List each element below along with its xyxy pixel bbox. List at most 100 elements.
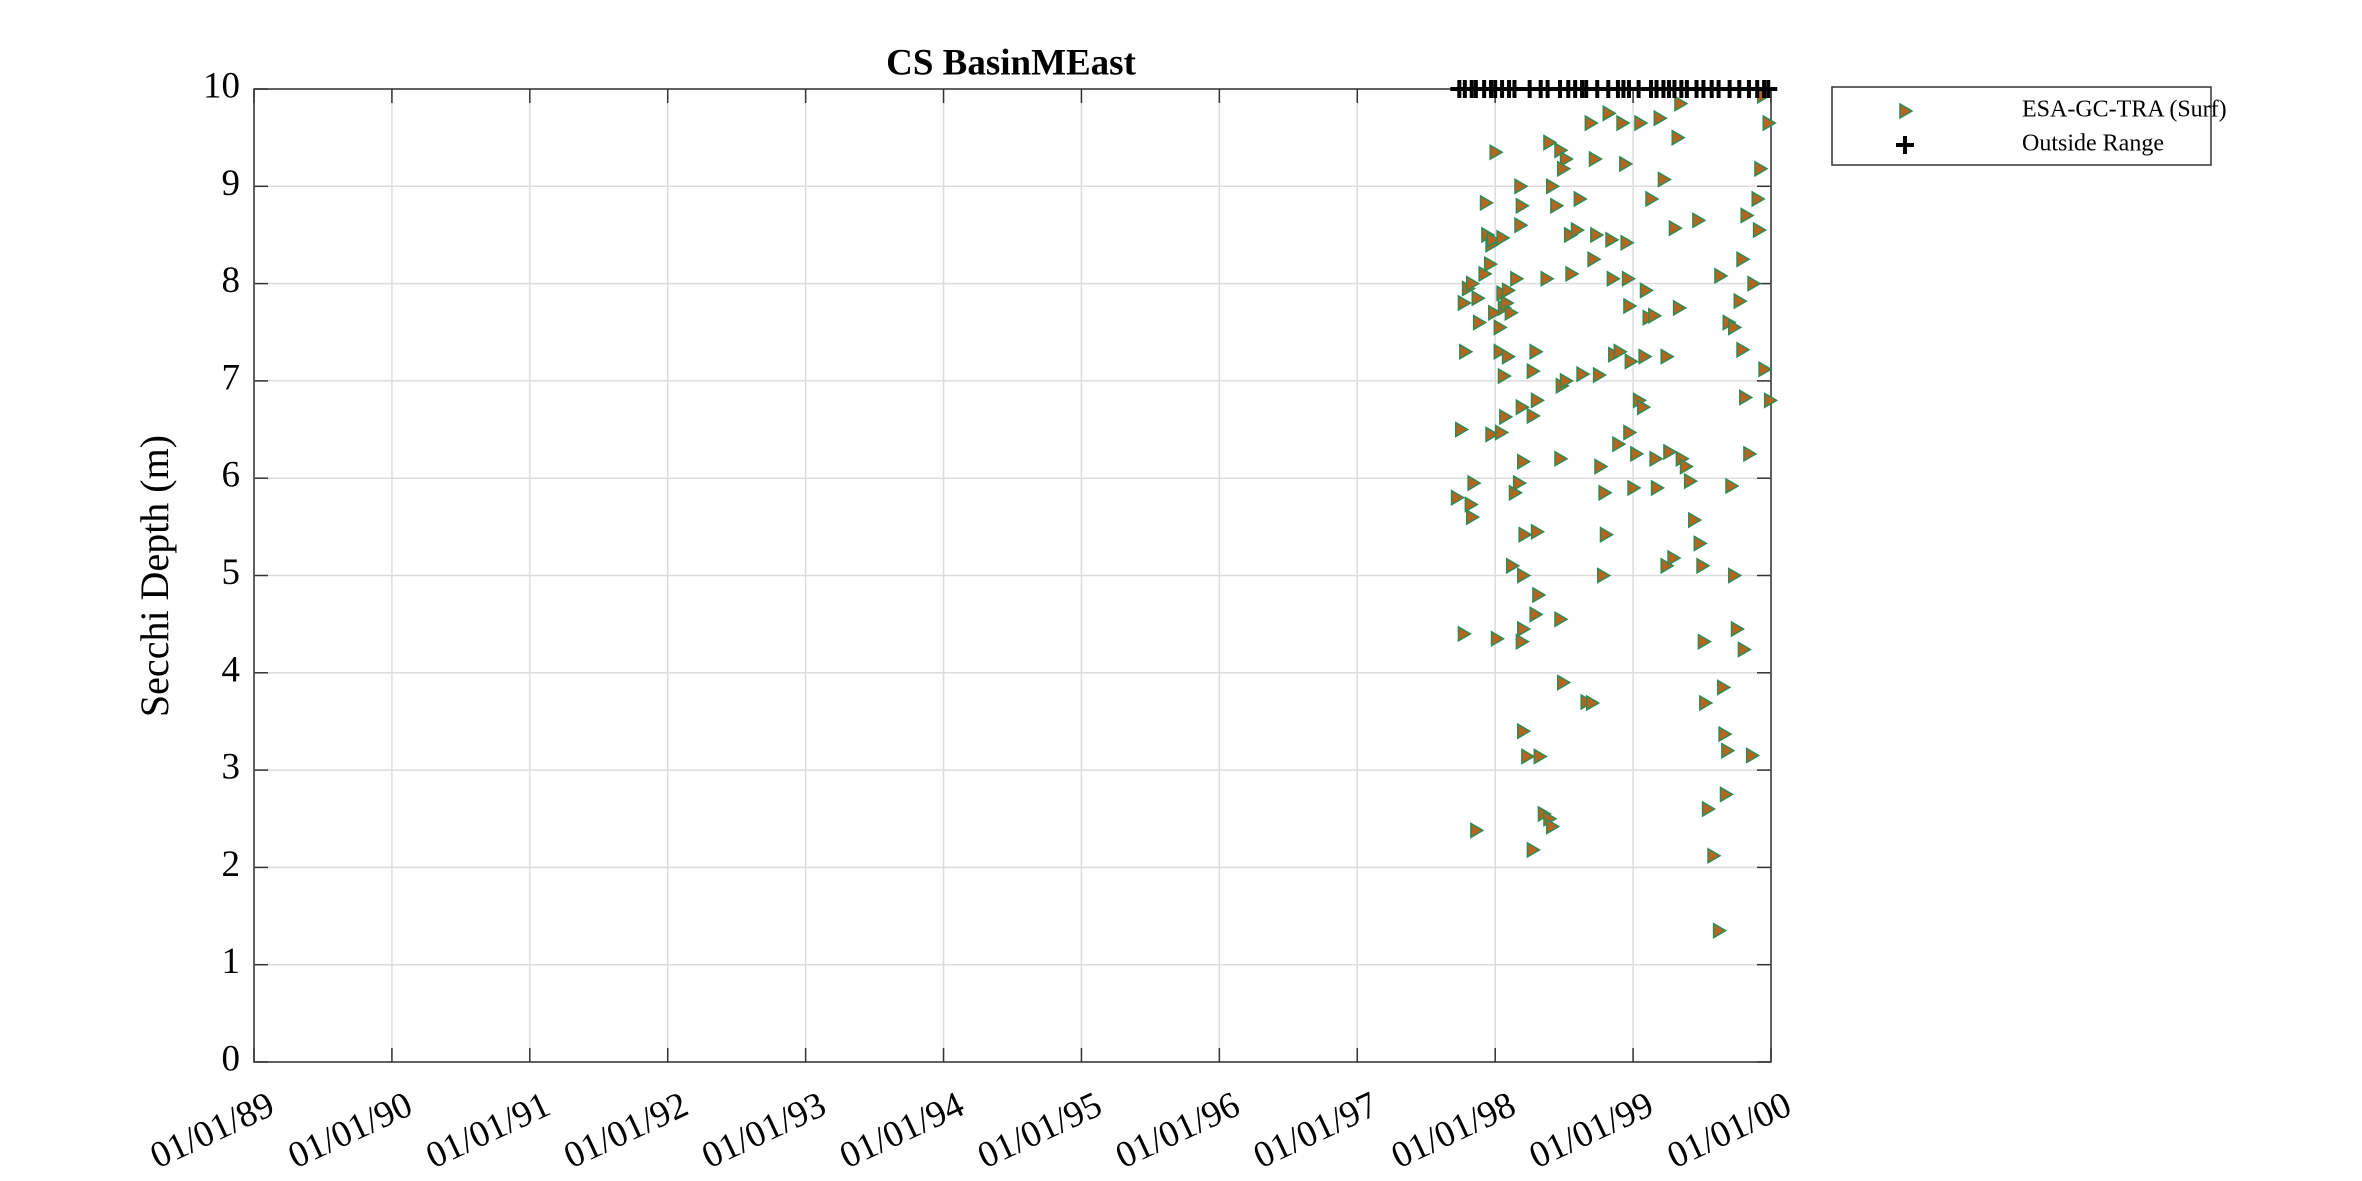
- triangle-marker: [1514, 216, 1529, 234]
- triangle-marker: [1653, 109, 1668, 127]
- triangle-marker: [1533, 748, 1548, 765]
- triangle-marker: [1512, 474, 1528, 492]
- triangle-marker: [1454, 421, 1470, 438]
- plus-marker: [1759, 80, 1778, 98]
- legend-label: ESA-GC-TRA (Surf): [2022, 97, 2227, 123]
- triangle-marker: [1554, 450, 1569, 468]
- x-tick-label: 01/01/94: [834, 1084, 971, 1177]
- triangle-marker: [1467, 474, 1482, 492]
- triangle-marker: [1747, 275, 1762, 292]
- y-tick-label: 5: [222, 552, 241, 593]
- triangle-marker: [1543, 134, 1558, 151]
- triangle-marker: [1570, 221, 1586, 239]
- y-tick-label: 10: [203, 65, 240, 106]
- triangle-marker: [1515, 633, 1530, 650]
- triangle-marker: [1510, 270, 1525, 288]
- triangle-marker: [1612, 435, 1627, 453]
- triangle-marker: [1613, 343, 1628, 361]
- triangle-marker: [1657, 171, 1672, 188]
- y-tick-label: 7: [222, 357, 241, 398]
- triangle-marker: [1636, 398, 1652, 416]
- triangle-marker: [1672, 299, 1688, 317]
- triangle-marker: [1594, 458, 1609, 475]
- triangle-marker: [1725, 477, 1740, 495]
- x-tick-label: 01/01/00: [1661, 1084, 1798, 1177]
- triangle-marker: [1712, 922, 1728, 939]
- triangle-marker: [1485, 426, 1500, 443]
- triangle-marker: [1599, 526, 1614, 543]
- triangle-marker: [1743, 445, 1758, 463]
- triangle-marker: [1728, 567, 1743, 584]
- triangle-marker: [1457, 625, 1472, 643]
- triangle-marker: [1650, 479, 1666, 497]
- triangle-marker: [1499, 408, 1514, 426]
- triangle-marker: [1563, 226, 1579, 244]
- plus-marker: [1505, 80, 1524, 98]
- triangle-marker: [1488, 304, 1503, 322]
- triangle-marker: [1505, 557, 1521, 575]
- axes-frame: [253, 88, 1772, 1063]
- triangle-marker: [1529, 343, 1544, 361]
- triangle-marker: [1557, 160, 1572, 178]
- chart-title: CS BasinMEast: [886, 42, 1136, 83]
- triangle-marker: [1450, 489, 1466, 506]
- triangle-marker: [1623, 424, 1638, 441]
- triangle-marker: [1493, 343, 1508, 361]
- triangle-marker: [1592, 366, 1608, 384]
- legend-marker: [1899, 102, 1914, 120]
- triangle-marker: [1668, 219, 1683, 237]
- triangle-marker: [1638, 348, 1653, 365]
- x-tick-label: 01/01/96: [1109, 1084, 1246, 1177]
- x-tick-label: 01/01/99: [1523, 1084, 1660, 1177]
- triangle-marker: [1620, 234, 1635, 252]
- triangle-marker: [1737, 641, 1752, 658]
- y-tick-label: 3: [222, 747, 241, 788]
- y-tick-label: 9: [222, 163, 241, 204]
- triangle-marker: [1624, 353, 1639, 370]
- triangle-marker: [1736, 250, 1751, 268]
- triangle-marker: [1683, 472, 1699, 490]
- triangle-marker: [1602, 105, 1617, 122]
- triangle-marker: [1619, 155, 1634, 173]
- triangle-marker: [1649, 450, 1664, 468]
- triangle-marker: [1707, 847, 1722, 865]
- triangle-marker: [1585, 694, 1601, 712]
- triangle-marker: [1554, 610, 1569, 628]
- y-tick-label: 4: [222, 649, 241, 690]
- triangle-marker: [1550, 197, 1565, 215]
- x-tick-label: 01/01/98: [1385, 1084, 1522, 1177]
- triangle-marker: [1490, 630, 1506, 648]
- triangle-marker: [1521, 748, 1536, 765]
- x-tick-label: 01/01/93: [696, 1084, 833, 1177]
- triangle-marker: [1758, 360, 1773, 378]
- triangle-marker: [1623, 297, 1638, 315]
- triangle-marker: [1718, 725, 1733, 743]
- triangle-marker: [1517, 722, 1532, 740]
- triangle-marker: [1701, 800, 1717, 818]
- triangle-marker: [1545, 818, 1561, 835]
- triangle-marker: [1667, 549, 1682, 567]
- triangle-marker: [1479, 194, 1495, 212]
- triangle-marker: [1514, 177, 1529, 195]
- triangle-marker: [1751, 190, 1766, 208]
- x-tick-label: 01/01/95: [972, 1084, 1109, 1177]
- x-tick-label: 01/01/89: [144, 1084, 281, 1177]
- triangle-marker: [1526, 841, 1541, 859]
- legend-box: [1831, 86, 2212, 166]
- legend-marker: [1896, 136, 1914, 154]
- triangle-marker: [1471, 289, 1486, 307]
- triangle-marker: [1674, 95, 1689, 112]
- triangle-marker: [1515, 197, 1530, 215]
- triangle-marker: [1584, 114, 1599, 132]
- triangle-marker: [1518, 526, 1533, 543]
- triangle-marker: [1515, 398, 1530, 416]
- triangle-marker: [1587, 250, 1602, 268]
- triangle-marker: [1465, 275, 1481, 292]
- x-tick-label: 01/01/90: [282, 1084, 419, 1177]
- triangle-marker: [1457, 294, 1472, 312]
- triangle-marker: [1697, 633, 1712, 650]
- x-tick-label: 01/01/92: [558, 1084, 695, 1177]
- triangle-marker: [1565, 265, 1580, 283]
- x-tick-label: 01/01/97: [1247, 1084, 1384, 1177]
